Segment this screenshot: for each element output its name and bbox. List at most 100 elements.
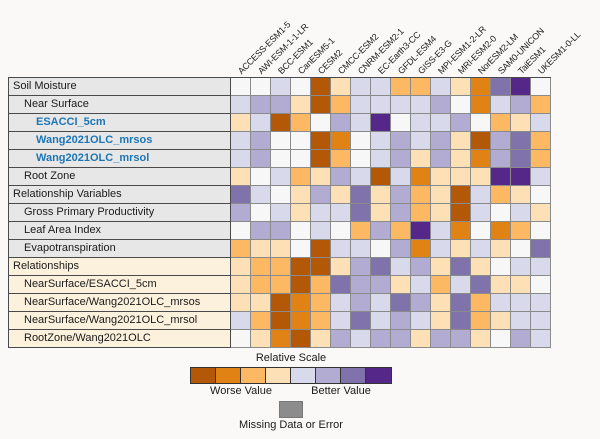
heatmap-cell [291, 222, 311, 240]
heatmap-cell [251, 186, 271, 204]
heatmap-cell [451, 276, 471, 294]
heatmap-cell [271, 222, 291, 240]
heatmap-cell [471, 240, 491, 258]
heatmap-cell [451, 78, 471, 96]
heatmap-cell [331, 276, 351, 294]
heatmap-cell [511, 168, 531, 186]
heatmap-cell [311, 78, 331, 96]
heatmap-cell [491, 276, 511, 294]
heatmap-cell [531, 114, 551, 132]
heatmap-cell [291, 132, 311, 150]
table-row: Gross Primary Productivity [9, 204, 551, 222]
heatmap-cell [271, 168, 291, 186]
heatmap-cell [471, 204, 491, 222]
heatmap-cell [451, 132, 471, 150]
legend-swatch [291, 368, 316, 383]
table-row: Leaf Area Index [9, 222, 551, 240]
heatmap-cell [511, 294, 531, 312]
row-label: Gross Primary Productivity [9, 204, 231, 222]
heatmap-cell [471, 312, 491, 330]
heatmap-cell [231, 258, 251, 276]
heatmap-cell [451, 186, 471, 204]
heatmap-cell [231, 186, 251, 204]
heatmap-cell [491, 240, 511, 258]
heatmap-cell [231, 222, 251, 240]
heatmap-cell [371, 312, 391, 330]
heatmap-cell [311, 312, 331, 330]
heatmap-cell [431, 222, 451, 240]
heatmap-cell [231, 114, 251, 132]
heatmap-cell [451, 204, 471, 222]
heatmap-cell [251, 294, 271, 312]
heatmap-cell [351, 96, 371, 114]
table-row: Wang2021OLC_mrsos [9, 132, 551, 150]
heatmap-cell [371, 276, 391, 294]
row-label: Leaf Area Index [9, 222, 231, 240]
heatmap-cell [531, 168, 551, 186]
legend-worse-label: Worse Value [210, 385, 272, 397]
heatmap-cell [251, 78, 271, 96]
heatmap-cell [331, 204, 351, 222]
heatmap-cell [451, 240, 471, 258]
heatmap-cell [231, 312, 251, 330]
heatmap-cell [391, 186, 411, 204]
heatmap-cell [391, 150, 411, 168]
heatmap-cell [511, 222, 531, 240]
heatmap-cell [251, 312, 271, 330]
legend-title: Relative Scale [255, 352, 327, 364]
heatmap-cell [431, 312, 451, 330]
heatmap-cell [491, 78, 511, 96]
row-label: ESACCI_5cm [9, 114, 231, 132]
heatmap-cell [371, 330, 391, 348]
row-label: Evapotranspiration [9, 240, 231, 258]
heatmap-cell [231, 168, 251, 186]
heatmap-cell [451, 294, 471, 312]
heatmap-cell [491, 150, 511, 168]
heatmap-cell [471, 330, 491, 348]
heatmap-cell [291, 330, 311, 348]
heatmap-cell [331, 168, 351, 186]
row-label: RootZone/Wang2021OLC [9, 330, 231, 348]
heatmap-cell [491, 258, 511, 276]
heatmap-cell [251, 114, 271, 132]
heatmap-cell [371, 96, 391, 114]
heatmap-cell [351, 330, 371, 348]
heatmap-cell [431, 204, 451, 222]
table-row: NearSurface/Wang2021OLC_mrsol [9, 312, 551, 330]
heatmap-cell [431, 114, 451, 132]
heatmap-cell [351, 78, 371, 96]
heatmap-cell [371, 294, 391, 312]
heatmap-cell [371, 204, 391, 222]
legend-swatch [316, 368, 341, 383]
heatmap-cell [351, 204, 371, 222]
heatmap-cell [431, 78, 451, 96]
heatmap-cell [531, 186, 551, 204]
heatmap-cell [411, 312, 431, 330]
heatmap-cell [331, 294, 351, 312]
heatmap-cell [431, 186, 451, 204]
heatmap-cell [411, 294, 431, 312]
legend-swatch [266, 368, 291, 383]
row-label: Relationship Variables [9, 186, 231, 204]
heatmap-cell [291, 96, 311, 114]
heatmap-cell [291, 258, 311, 276]
table-row: Soil Moisture [9, 78, 551, 96]
legend-better-label: Better Value [311, 385, 371, 397]
row-label: Soil Moisture [9, 78, 231, 96]
row-label: Wang2021OLC_mrsol [9, 150, 231, 168]
heatmap-cell [331, 114, 351, 132]
heatmap-cell [411, 186, 431, 204]
heatmap-cell [391, 276, 411, 294]
heatmap-cell [231, 294, 251, 312]
legend-swatch [341, 368, 366, 383]
heatmap-cell [351, 114, 371, 132]
heatmap-cell [431, 96, 451, 114]
heatmap-cell [371, 258, 391, 276]
heatmap-cell [491, 330, 511, 348]
heatmap-cell [371, 240, 391, 258]
heatmap-cell [531, 330, 551, 348]
heatmap-cell [411, 114, 431, 132]
heatmap-cell [311, 204, 331, 222]
heatmap-cell [331, 186, 351, 204]
